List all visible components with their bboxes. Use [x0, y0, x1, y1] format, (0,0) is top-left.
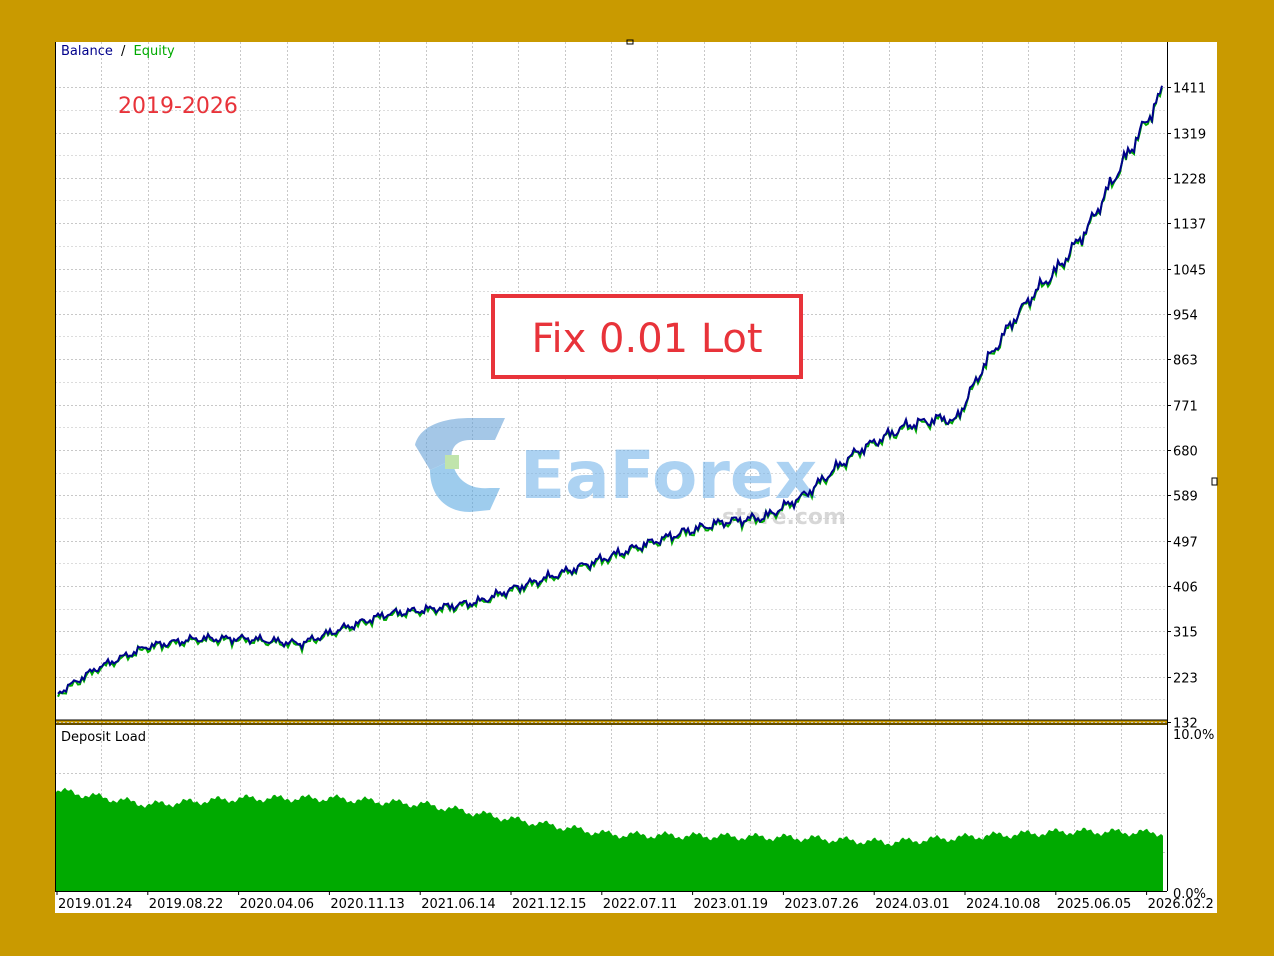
x-tick-label: 2025.06.05 — [1057, 897, 1131, 912]
legend: Balance / Equity — [61, 44, 175, 59]
time-axis-background — [55, 891, 1217, 913]
y-tick-label: 223 — [1173, 672, 1198, 687]
deposit-load-tick-label: 0.0% — [1173, 887, 1206, 902]
y-tick-label: 771 — [1173, 400, 1198, 415]
watermark-mark-icon-lower — [430, 460, 500, 512]
y-tick-label: 954 — [1173, 309, 1198, 324]
x-tick-label: 2021.12.15 — [512, 897, 586, 912]
y-tick-label: 132 — [1173, 717, 1198, 732]
deposit-load-tick-label: 10.0% — [1173, 728, 1214, 743]
x-tick-label: 2023.07.26 — [784, 897, 858, 912]
x-tick-label: 2020.04.06 — [240, 897, 314, 912]
x-tick-label: 2020.11.13 — [330, 897, 404, 912]
x-tick-label: 2019.01.24 — [58, 897, 132, 912]
x-tick-label: 2026.02.2 — [1148, 897, 1214, 912]
price-axis: 1411 1319 1228 1137 1045 954 863 771 680 589 497 40… — [1167, 82, 1206, 732]
time-axis: 2019.01.24 2019.08.22 2020.04.06 2020.11.13… — [56, 891, 1214, 912]
deposit-load-area — [55, 787, 1163, 891]
y-tick-label: 1319 — [1173, 128, 1206, 143]
y-tick-label: 1045 — [1173, 264, 1206, 279]
y-tick-label: 1137 — [1173, 218, 1206, 233]
lot-annotation-box — [491, 294, 803, 379]
y-tick-label: 315 — [1173, 626, 1198, 641]
watermark-brand-text: EaForex — [520, 437, 817, 514]
x-tick-label: 2023.01.19 — [694, 897, 768, 912]
y-tick-label: 589 — [1173, 490, 1198, 505]
legend-balance: Balance — [61, 44, 113, 59]
watermark-logo: EaForex store.com — [415, 418, 846, 530]
y-tick-label: 406 — [1173, 581, 1198, 596]
price-axis-background — [1167, 42, 1217, 891]
period-annotation: 2019-2026 — [118, 94, 238, 119]
right-resize-handle[interactable] — [1211, 477, 1218, 486]
deposit-load-title: Deposit Load — [61, 730, 146, 745]
legend-separator: / — [121, 44, 126, 59]
deposit-load-axis: 10.0% 0.0% — [1173, 728, 1214, 902]
top-resize-handle[interactable] — [626, 39, 634, 45]
legend-equity: Equity — [134, 44, 175, 59]
x-tick-label: 2021.06.14 — [421, 897, 495, 912]
x-tick-label: 2024.10.08 — [966, 897, 1040, 912]
y-tick-label: 1411 — [1173, 82, 1206, 97]
main-grid — [55, 42, 1168, 723]
y-tick-label: 680 — [1173, 445, 1198, 460]
x-tick-label: 2022.07.11 — [603, 897, 677, 912]
lot-annotation-text: Fix 0.01 Lot — [531, 316, 762, 362]
y-tick-label: 497 — [1173, 536, 1198, 551]
y-tick-label: 863 — [1173, 354, 1198, 369]
watermark-square-icon — [445, 455, 459, 469]
x-tick-label: 2019.08.22 — [149, 897, 223, 912]
watermark-mark-icon — [415, 418, 505, 470]
x-tick-label: 2024.03.01 — [875, 897, 949, 912]
y-tick-label: 1228 — [1173, 173, 1206, 188]
balance-line — [57, 85, 1163, 695]
